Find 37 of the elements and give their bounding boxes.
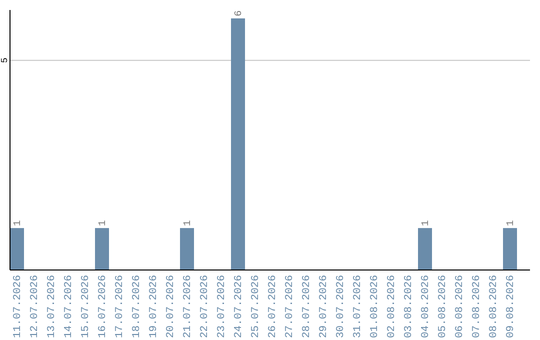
x-tick-label: 30.07.2026 xyxy=(335,275,347,338)
x-tick-label: 15.07.2026 xyxy=(80,275,92,338)
x-tick-label: 11.07.2026 xyxy=(12,275,24,338)
x-tick-label: 17.07.2026 xyxy=(114,275,126,338)
x-tick-label: 06.08.2026 xyxy=(454,275,466,338)
x-tick-label: 18.07.2026 xyxy=(131,275,143,338)
x-tick-label: 22.07.2026 xyxy=(199,275,211,338)
x-tick-label: 23.07.2026 xyxy=(216,275,228,338)
x-tick-label: 16.07.2026 xyxy=(97,275,109,338)
x-tick-label: 26.07.2026 xyxy=(267,275,279,338)
x-tick-label: 14.07.2026 xyxy=(63,275,75,338)
x-tick-label: 12.07.2026 xyxy=(29,275,41,338)
x-tick-label: 25.07.2026 xyxy=(250,275,262,338)
data-label: 1 xyxy=(98,220,109,226)
x-tick-label: 02.08.2026 xyxy=(386,275,398,338)
data-label: 1 xyxy=(13,220,24,226)
x-tick-label: 31.07.2026 xyxy=(352,275,364,338)
x-tick-label: 08.08.2026 xyxy=(488,275,500,338)
data-label: 1 xyxy=(421,220,432,226)
x-tick-label: 21.07.2026 xyxy=(182,275,194,338)
data-label: 6 xyxy=(234,10,245,16)
x-tick-label: 29.07.2026 xyxy=(318,275,330,338)
x-tick-label: 19.07.2026 xyxy=(148,275,160,338)
x-tick-label: 27.07.2026 xyxy=(284,275,296,338)
x-tick-label: 01.08.2026 xyxy=(369,275,381,338)
x-tick-label: 05.08.2026 xyxy=(437,275,449,338)
y-tick-label: 5 xyxy=(0,58,10,64)
x-tick-label: 28.07.2026 xyxy=(301,275,313,338)
x-tick-label: 03.08.2026 xyxy=(403,275,415,338)
data-label: 1 xyxy=(183,220,194,226)
x-tick-label: 24.07.2026 xyxy=(233,275,245,338)
x-tick-label: 09.08.2026 xyxy=(505,275,517,338)
x-tick-label: 20.07.2026 xyxy=(165,275,177,338)
x-tick-label: 04.08.2026 xyxy=(420,275,432,338)
x-tick-label: 07.08.2026 xyxy=(471,275,483,338)
x-tick-label: 13.07.2026 xyxy=(46,275,58,338)
data-label: 1 xyxy=(506,220,517,226)
